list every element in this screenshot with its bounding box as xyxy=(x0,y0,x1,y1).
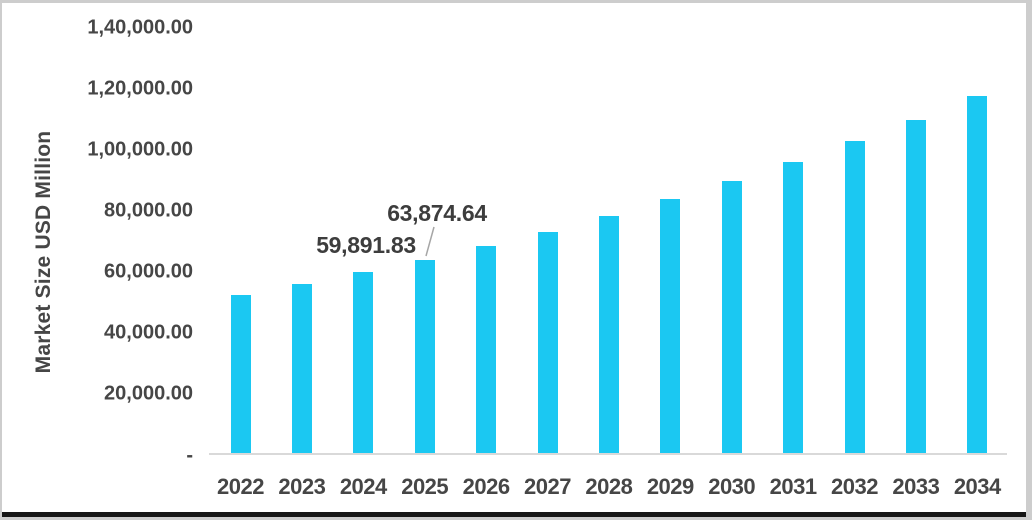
y-tick-label: 20,000.00 xyxy=(104,382,193,405)
x-tick-label-2028: 2028 xyxy=(585,474,633,499)
y-axis-title: Market Size USD Million xyxy=(32,130,55,374)
frame-bottom-black-edge xyxy=(2,512,1026,517)
y-tick-label: - xyxy=(186,444,193,466)
x-tick-label-2027: 2027 xyxy=(524,474,571,499)
y-tick-label: 60,000.00 xyxy=(104,260,193,283)
leader-line xyxy=(425,226,435,257)
bar-2032 xyxy=(844,141,865,455)
x-tick-label-2034: 2034 xyxy=(953,474,1001,499)
data-label-2025: 63,874.64 xyxy=(387,200,487,226)
x-axis-line xyxy=(209,453,1007,455)
frame-right-edge xyxy=(1026,0,1032,520)
x-tick-label-2032: 2032 xyxy=(831,474,878,499)
bar-2022 xyxy=(230,295,251,455)
y-tick-label: 1,40,000.00 xyxy=(87,16,193,39)
bar-2026 xyxy=(476,246,497,455)
y-tick-label: 40,000.00 xyxy=(104,321,193,344)
bar-2023 xyxy=(291,283,312,455)
x-tick-label-2031: 2031 xyxy=(769,474,817,499)
bar-2025 xyxy=(414,259,435,455)
x-tick-label-2033: 2033 xyxy=(892,474,940,499)
bar-2028 xyxy=(598,215,619,455)
x-tick-label-2025: 2025 xyxy=(401,474,449,499)
frame-top-edge xyxy=(0,0,1032,3)
bar-2033 xyxy=(905,119,926,455)
bar-2029 xyxy=(660,199,681,455)
x-tick-label-2023: 2023 xyxy=(278,474,326,499)
x-tick-label-2026: 2026 xyxy=(462,474,510,499)
bar-2031 xyxy=(783,161,804,455)
y-tick-label: 1,20,000.00 xyxy=(87,77,193,100)
y-tick-label: 80,000.00 xyxy=(104,199,193,222)
x-tick-label-2024: 2024 xyxy=(339,474,387,499)
x-tick-label-2022: 2022 xyxy=(217,474,264,499)
bar-2034 xyxy=(967,96,988,455)
frame-bottom-gray-edge xyxy=(0,517,1032,520)
x-tick-label-2030: 2030 xyxy=(708,474,756,499)
bar-2030 xyxy=(721,181,742,455)
bar-2024 xyxy=(353,271,374,455)
frame-left-edge xyxy=(0,0,2,520)
x-tick-label-2029: 2029 xyxy=(646,474,694,499)
y-tick-label: 1,00,000.00 xyxy=(87,138,193,161)
bar-2027 xyxy=(537,231,558,455)
data-label-2024: 59,891.83 xyxy=(316,232,416,258)
